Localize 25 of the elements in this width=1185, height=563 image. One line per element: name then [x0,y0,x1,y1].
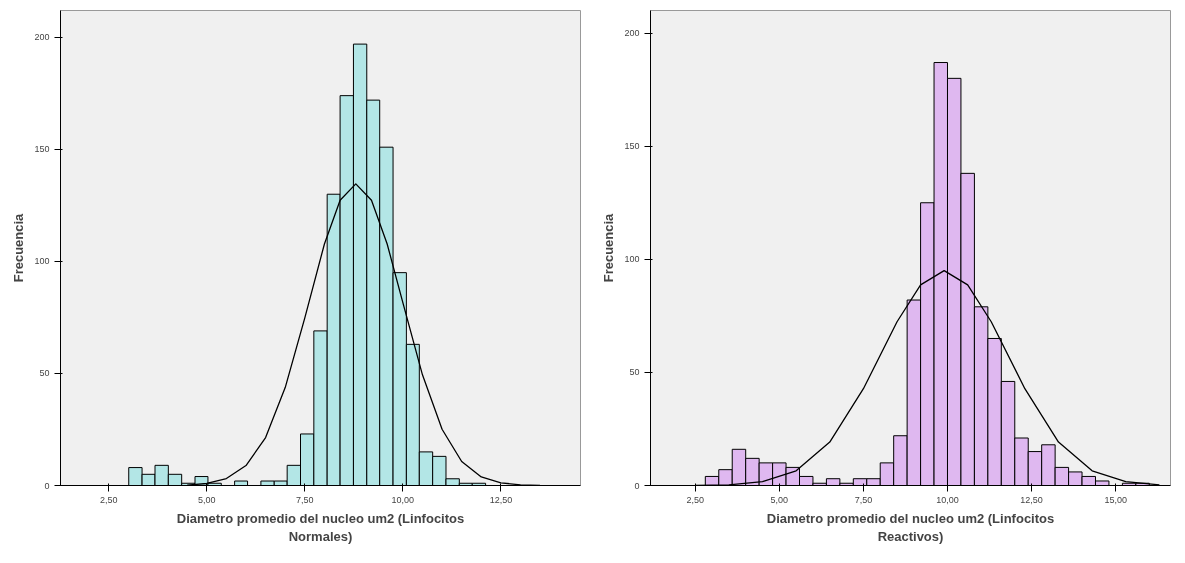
y-tick-label: 0 [634,480,640,491]
x-tick-label: 7,50 [854,494,873,505]
x-tick-label: 5,00 [770,494,789,505]
x-tick-label: 10,00 [936,494,959,505]
x-axis-title: Diametro promedio del nucleo um2 (Linfocitos Normales) [176,510,465,544]
x-tick-label: 7,50 [296,494,314,505]
y-tick-label: 50 [39,368,50,379]
y-tick-label: 0 [44,480,50,491]
x-axis-title: Diametro promedio del nucleo um2 (Linfocitos Reactivos) [766,510,1055,544]
y-tick-label: 150 [624,141,640,152]
y-tick-label: 100 [624,254,640,265]
x-tick-label: 15,00 [1104,494,1127,505]
x-tick-label: 12,50 [1020,494,1043,505]
x-tick-label: 5,00 [198,494,216,505]
y-tick-label: 100 [34,256,50,267]
x-tick-label: 12,50 [489,494,513,505]
x-tick-label: 2,50 [99,494,118,505]
y-tick-label: 200 [34,32,50,43]
x-tick-label: 2,50 [686,494,705,505]
y-tick-label: 200 [624,28,640,39]
x-tick-label: 10,00 [391,494,415,505]
y-tick-label: 150 [34,144,50,155]
y-tick-label: 50 [629,367,640,378]
y-axis-title: Frecuencia [11,212,27,283]
y-axis-title: Frecuencia [601,212,617,283]
